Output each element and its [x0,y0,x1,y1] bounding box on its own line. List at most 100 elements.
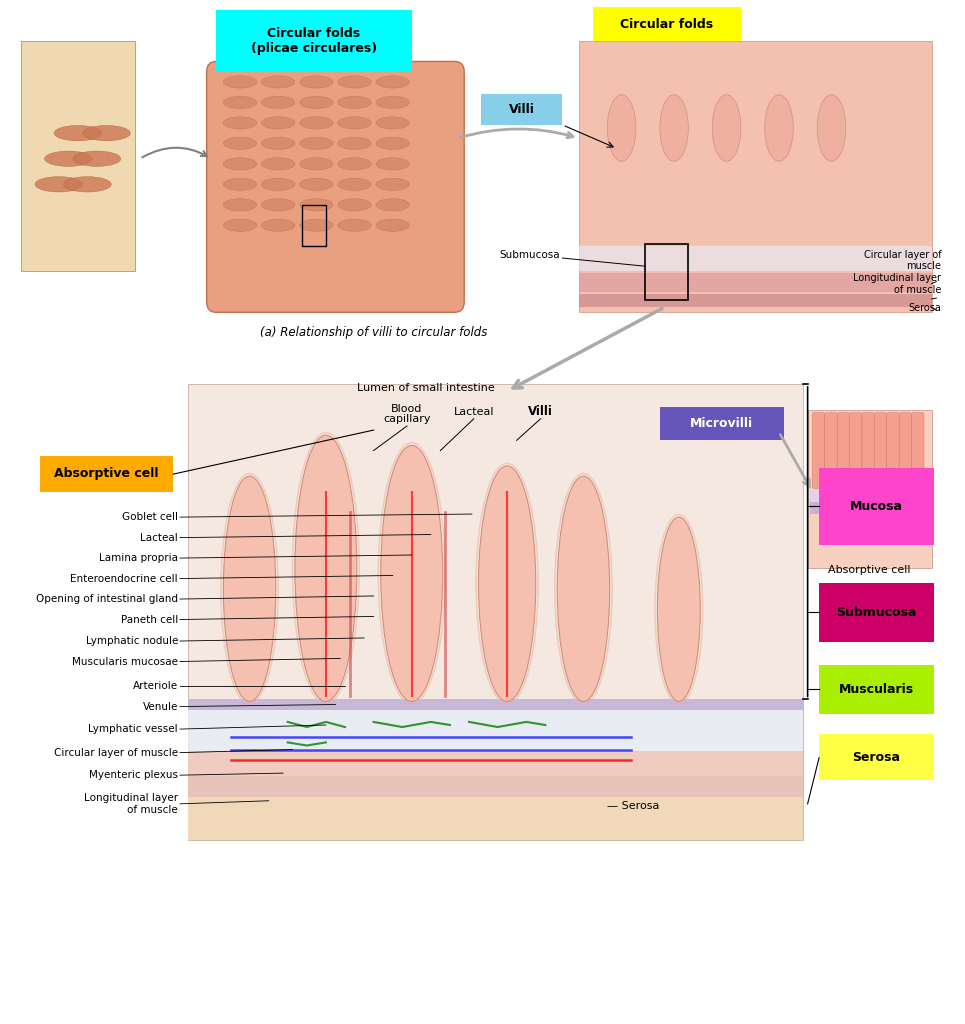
FancyBboxPatch shape [811,518,924,530]
Ellipse shape [83,126,130,141]
Ellipse shape [376,137,409,150]
Text: Microvilli: Microvilli [690,417,754,430]
FancyBboxPatch shape [593,7,741,41]
Ellipse shape [607,95,636,161]
Ellipse shape [262,158,295,170]
Text: Lymphatic nodule: Lymphatic nodule [86,636,179,646]
Ellipse shape [300,76,333,88]
Ellipse shape [223,96,257,109]
Text: capillary: capillary [383,414,430,424]
Text: Myenteric plexus: Myenteric plexus [89,770,179,780]
Ellipse shape [262,96,295,109]
Text: Serosa: Serosa [908,303,941,313]
FancyBboxPatch shape [187,776,803,797]
Bar [646,244,688,300]
Ellipse shape [300,178,333,190]
Ellipse shape [54,126,101,141]
Ellipse shape [223,137,257,150]
Ellipse shape [300,219,333,231]
FancyBboxPatch shape [811,502,924,514]
Text: Longitudinal layer
of muscle: Longitudinal layer of muscle [853,273,941,295]
Ellipse shape [262,219,295,231]
FancyBboxPatch shape [819,468,933,545]
Ellipse shape [479,466,536,701]
Ellipse shape [262,117,295,129]
Ellipse shape [295,435,357,701]
Ellipse shape [300,96,333,109]
Ellipse shape [376,96,409,109]
FancyBboxPatch shape [912,413,924,488]
FancyBboxPatch shape [579,294,931,307]
Ellipse shape [338,117,372,129]
Ellipse shape [338,158,372,170]
Text: Absorptive cell: Absorptive cell [54,467,159,480]
Text: Submucosa: Submucosa [499,250,560,260]
FancyBboxPatch shape [579,273,931,292]
FancyBboxPatch shape [187,751,803,776]
Ellipse shape [223,199,257,211]
FancyBboxPatch shape [187,699,803,710]
FancyBboxPatch shape [862,413,874,488]
Text: Lumen of small intestine: Lumen of small intestine [357,383,495,393]
FancyBboxPatch shape [579,246,931,271]
FancyBboxPatch shape [825,413,838,488]
Ellipse shape [817,95,845,161]
FancyBboxPatch shape [899,413,912,488]
Text: Lacteal: Lacteal [454,407,494,417]
FancyBboxPatch shape [579,41,931,312]
Ellipse shape [338,178,372,190]
FancyBboxPatch shape [808,410,931,568]
Ellipse shape [64,177,111,193]
Ellipse shape [300,137,333,150]
FancyBboxPatch shape [874,413,887,488]
FancyBboxPatch shape [216,10,412,72]
Ellipse shape [381,445,443,701]
Text: Absorptive cell: Absorptive cell [828,565,911,575]
Ellipse shape [223,76,257,88]
FancyBboxPatch shape [40,456,174,492]
FancyBboxPatch shape [819,734,933,780]
Ellipse shape [376,158,409,170]
FancyBboxPatch shape [207,61,464,312]
FancyBboxPatch shape [849,413,862,488]
FancyBboxPatch shape [20,41,135,271]
Text: Villi: Villi [528,404,553,418]
Ellipse shape [300,199,333,211]
Text: — Serosa: — Serosa [607,801,660,811]
Text: Arteriole: Arteriole [133,681,179,691]
Ellipse shape [223,219,257,231]
Text: Enteroendocrine cell: Enteroendocrine cell [70,573,179,584]
FancyBboxPatch shape [819,665,933,714]
Text: Submucosa: Submucosa [836,606,917,618]
Ellipse shape [44,152,93,166]
Ellipse shape [557,476,610,701]
Text: Goblet cell: Goblet cell [122,512,179,522]
Ellipse shape [764,95,793,161]
Ellipse shape [223,117,257,129]
Ellipse shape [300,158,333,170]
Ellipse shape [338,76,372,88]
Text: Lymphatic vessel: Lymphatic vessel [89,724,179,734]
Ellipse shape [338,96,372,109]
Ellipse shape [262,76,295,88]
Ellipse shape [262,178,295,190]
Ellipse shape [376,117,409,129]
Ellipse shape [223,476,276,701]
Text: Lacteal: Lacteal [140,532,179,543]
Text: Circular folds
(plicae circulares): Circular folds (plicae circulares) [251,27,377,55]
FancyBboxPatch shape [660,407,784,440]
Ellipse shape [300,117,333,129]
Text: Longitudinal layer
of muscle: Longitudinal layer of muscle [84,793,179,815]
Ellipse shape [338,137,372,150]
Text: Serosa: Serosa [852,751,900,764]
Ellipse shape [376,199,409,211]
Text: Circular folds: Circular folds [620,17,713,31]
FancyBboxPatch shape [819,583,933,642]
Ellipse shape [262,199,295,211]
Text: Circular layer of muscle: Circular layer of muscle [54,748,179,758]
Ellipse shape [338,219,372,231]
FancyBboxPatch shape [187,384,803,840]
Text: Villi: Villi [509,103,535,116]
FancyBboxPatch shape [813,413,825,488]
Ellipse shape [660,95,688,161]
